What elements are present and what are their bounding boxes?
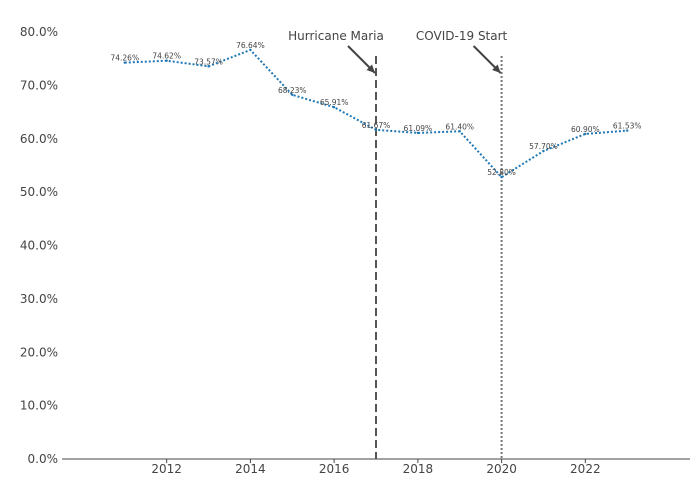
data-label: 61.67% — [362, 121, 391, 130]
data-label: 61.40% — [445, 122, 474, 131]
data-point — [332, 106, 336, 109]
x-tick-label: 2022 — [570, 462, 601, 476]
data-label: 73.57% — [194, 57, 223, 66]
annotation-label: Hurricane Maria — [288, 29, 384, 43]
y-axis: 0.0% 10.0% 20.0% 30.0% 40.0% 50.0% 60.0% 70.0% 8… — [20, 25, 58, 466]
x-tick-label: 2016 — [319, 462, 350, 476]
data-label: 61.09% — [404, 124, 433, 133]
y-tick-label: 80.0% — [20, 25, 58, 39]
data-label: 68.23% — [278, 86, 307, 95]
y-tick-label: 60.0% — [20, 132, 58, 146]
data-point — [500, 175, 503, 179]
data-point — [584, 132, 587, 136]
data-point — [416, 131, 420, 135]
data-point — [374, 128, 378, 132]
y-tick-label: 40.0% — [20, 239, 58, 253]
data-label: 65.91% — [320, 98, 349, 107]
y-tick-label: 70.0% — [20, 78, 58, 92]
annotation-label: COVID-19 Start — [416, 29, 508, 43]
data-point — [123, 61, 127, 64]
event-lines — [375, 56, 503, 459]
data-label: 74.26% — [110, 54, 139, 63]
x-tick-label: 2020 — [486, 462, 517, 476]
annotations: Hurricane Maria COVID-19 Start — [288, 29, 508, 74]
y-tick-label: 20.0% — [20, 345, 58, 359]
x-tick-label: 2012 — [151, 462, 182, 476]
data-point — [207, 65, 210, 68]
data-label: 61.53% — [613, 122, 642, 131]
series-group: 74.26% 74.62% 73.57% 76.64% 68.23% 65.91% 61.6… — [110, 41, 642, 179]
data-label: 52.80% — [487, 168, 516, 177]
x-tick-label: 2014 — [235, 462, 266, 476]
data-label: 60.90% — [571, 125, 600, 134]
y-tick-label: 10.0% — [20, 399, 58, 413]
data-point — [542, 149, 545, 153]
data-label: 74.62% — [152, 52, 181, 61]
x-axis: 2012 2014 2016 2018 2020 2022 — [151, 459, 601, 476]
data-point — [626, 129, 629, 132]
data-point — [458, 130, 461, 133]
y-tick-label: 30.0% — [20, 292, 58, 306]
annotation-arrowhead — [492, 64, 501, 73]
data-point — [249, 48, 252, 52]
annotation-arrowhead — [366, 64, 375, 73]
x-tick-label: 2018 — [403, 462, 434, 476]
data-label: 76.64% — [236, 41, 265, 50]
data-point — [165, 59, 168, 62]
data-label: 57.70% — [529, 142, 558, 151]
y-tick-label: 50.0% — [20, 185, 58, 199]
data-point — [291, 93, 294, 97]
y-tick-label: 0.0% — [28, 452, 59, 466]
